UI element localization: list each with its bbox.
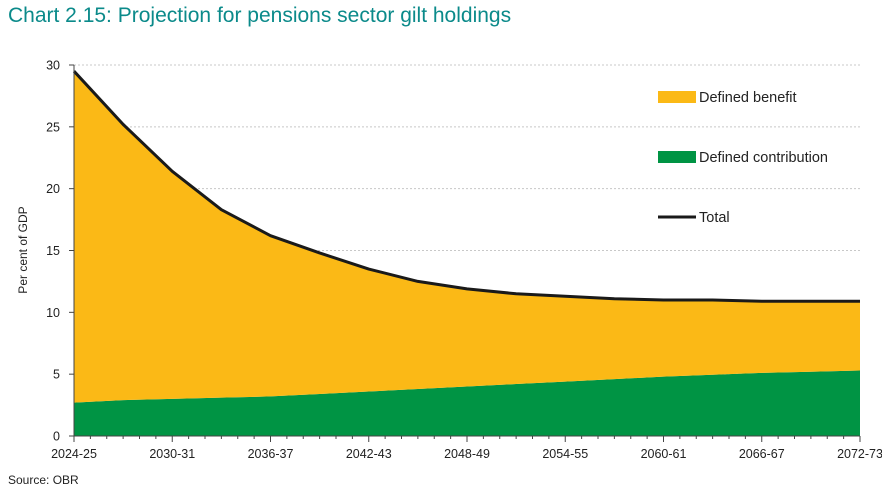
legend-swatch-defined-contribution	[658, 151, 696, 163]
y-tick-label: 20	[46, 182, 60, 196]
x-tick-label: 2060-61	[641, 447, 687, 461]
x-tick-label: 2072-73	[837, 447, 882, 461]
y-tick-label: 25	[46, 120, 60, 134]
line-series	[72, 70, 860, 303]
x-tick-label: 2036-37	[248, 447, 294, 461]
y-axis-label: Per cent of GDP	[16, 206, 30, 293]
line-total	[72, 70, 860, 303]
area-defined-benefit	[74, 71, 860, 403]
x-tick-label: 2042-43	[346, 447, 392, 461]
y-tick-label: 10	[46, 306, 60, 320]
axes: 0 5 10 15 20 25 30 2024-25 2030-31 2036-37 2042-43…	[46, 59, 882, 462]
legend-label-defined-contribution: Defined contribution	[699, 150, 828, 166]
area-defined-contribution	[74, 370, 860, 436]
legend-label-defined-benefit: Defined benefit	[699, 90, 797, 106]
x-tick-label: 2024-25	[51, 447, 97, 461]
x-tick-label: 2030-31	[149, 447, 195, 461]
x-tick-label: 2054-55	[542, 447, 588, 461]
y-tick-label: 15	[46, 244, 60, 258]
y-tick-label: 0	[53, 430, 60, 444]
y-tick-label: 5	[53, 368, 60, 382]
chart-title: Chart 2.15: Projection for pensions sect…	[8, 4, 512, 27]
x-tick-label: 2066-67	[739, 447, 785, 461]
legend: Defined benefit Defined contribution Total	[658, 90, 828, 226]
legend-label-total: Total	[699, 210, 730, 226]
y-tick-label: 30	[46, 59, 60, 73]
x-tick-label: 2048-49	[444, 447, 490, 461]
legend-swatch-defined-benefit	[658, 91, 696, 103]
chart-source: Source: OBR	[8, 473, 79, 487]
area-series	[74, 71, 860, 436]
